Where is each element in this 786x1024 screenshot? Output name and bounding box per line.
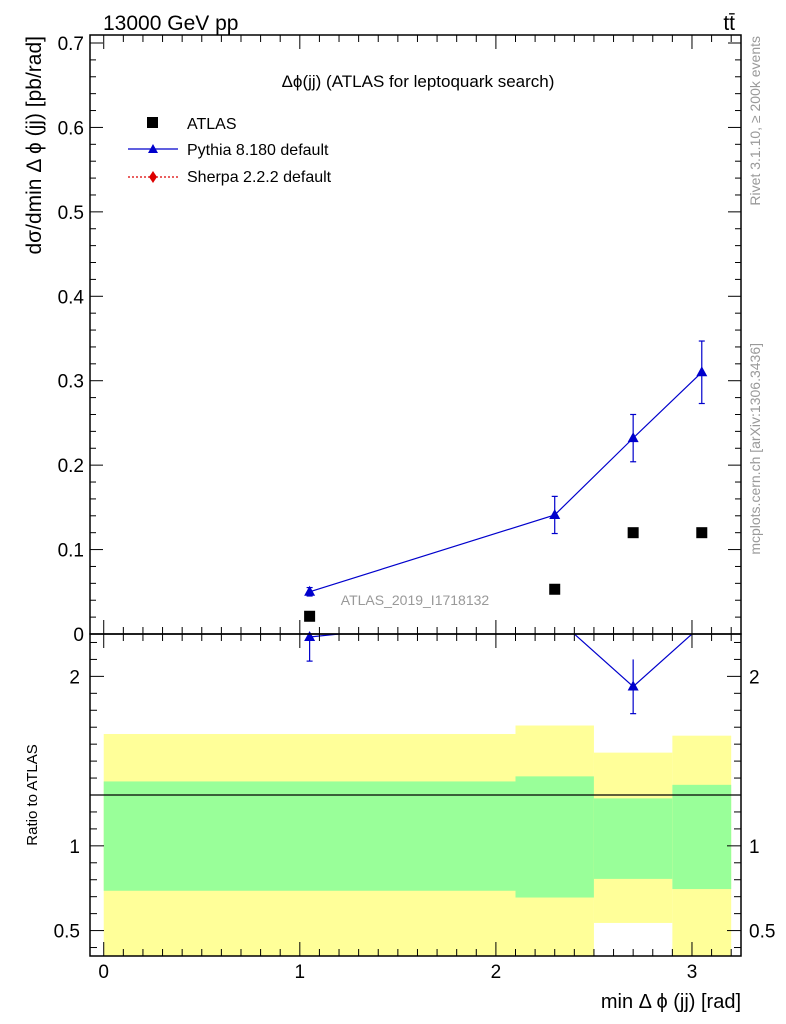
ratio-y-tick-label-right: 1	[749, 837, 760, 858]
ratio-pythia-point	[304, 631, 316, 641]
atlas-point	[549, 583, 561, 595]
x-tick-label: 3	[687, 962, 698, 983]
x-tick-label: 1	[295, 962, 306, 983]
main-y-tick-label: 0.1	[58, 541, 84, 562]
x-axis-label: min Δ ϕ (jj) [rad]	[601, 991, 741, 1013]
main-y-tick-label: 0.5	[58, 203, 84, 224]
main-y-ticks: 0 0.1 0.2 0.3 0.4 0.5 0.6 0.7	[58, 34, 741, 646]
pythia-point	[696, 366, 708, 377]
plot-title: Δϕ(jj) (ATLAS for leptoquark search)	[282, 72, 555, 91]
main-y-tick-label: 0.3	[58, 372, 84, 393]
legend-atlas-marker	[147, 117, 158, 128]
main-plot: 0 0.1 0.2 0.3 0.4 0.5 0.6 0.7 Δϕ(jj) (ATLAS for…	[23, 34, 742, 646]
ratio-band-inner	[672, 784, 732, 890]
main-y-tick-label: 0.2	[58, 456, 84, 477]
ratio-y-tick-label: 2	[69, 667, 80, 688]
rivet-label: Rivet 3.1.10, ≥ 200k events	[747, 36, 763, 206]
legend-sherpa-label: Sherpa 2.2.2 default	[187, 169, 332, 186]
pythia-point	[549, 508, 561, 519]
ratio-pythia-point	[627, 680, 639, 691]
ratio-band-inner	[103, 781, 516, 891]
ratio-y-tick-label: 1	[69, 837, 80, 858]
atlas-point	[696, 527, 708, 539]
ratio-band-inner	[593, 798, 673, 879]
legend: ATLAS Pythia 8.180 default Sherpa 2.2.2 …	[128, 116, 332, 186]
ratio-x-ticks: 0 1 2 3	[98, 634, 732, 983]
analysis-label: ATLAS_2019_I1718132	[341, 592, 490, 608]
header-left: 13000 GeV pp	[103, 12, 238, 35]
header-right: tt̄	[723, 12, 735, 35]
mcplots-label: mcplots.cern.ch [arXiv:1306.3436]	[747, 343, 763, 555]
main-y-tick-label: 0.7	[58, 34, 84, 55]
pythia-point	[304, 585, 316, 596]
main-x-ticks	[103, 35, 732, 634]
atlas-point	[304, 610, 316, 622]
ratio-y-axis-label: Ratio to ATLAS	[24, 744, 41, 845]
ratio-y-tick-label-right: 0.5	[749, 922, 775, 943]
ratio-y-tick-label-right: 2	[749, 667, 760, 688]
x-tick-label: 0	[98, 962, 109, 983]
main-y-tick-label: 0.6	[58, 118, 84, 139]
legend-sherpa-marker	[149, 171, 157, 183]
main-y-tick-label: 0.4	[58, 287, 85, 308]
main-marks	[304, 340, 708, 622]
ratio-plot: 0.5 0.5 1 1 2 2 0 1 2 3 Ratio to ATLAS min Δ ϕ (…	[24, 631, 775, 1013]
ratio-y-tick-label: 0.5	[54, 922, 80, 943]
ratio-band-inner	[515, 776, 594, 898]
x-tick-label: 2	[491, 962, 502, 983]
ratio-bands	[103, 725, 732, 956]
y-axis-label: dσ/dmin Δ ϕ (jj) [pb/rad]	[23, 36, 46, 255]
atlas-point	[627, 527, 639, 539]
legend-pythia-marker	[148, 144, 158, 153]
ratio-marks	[304, 631, 693, 715]
legend-pythia-label: Pythia 8.180 default	[187, 142, 329, 159]
pythia-point	[627, 432, 639, 443]
pythia-line	[309, 371, 703, 593]
ratio-y-ticks: 0.5 0.5 1 1 2 2	[54, 641, 775, 949]
main-y-tick-label: 0	[73, 625, 84, 646]
legend-atlas-label: ATLAS	[187, 116, 237, 133]
